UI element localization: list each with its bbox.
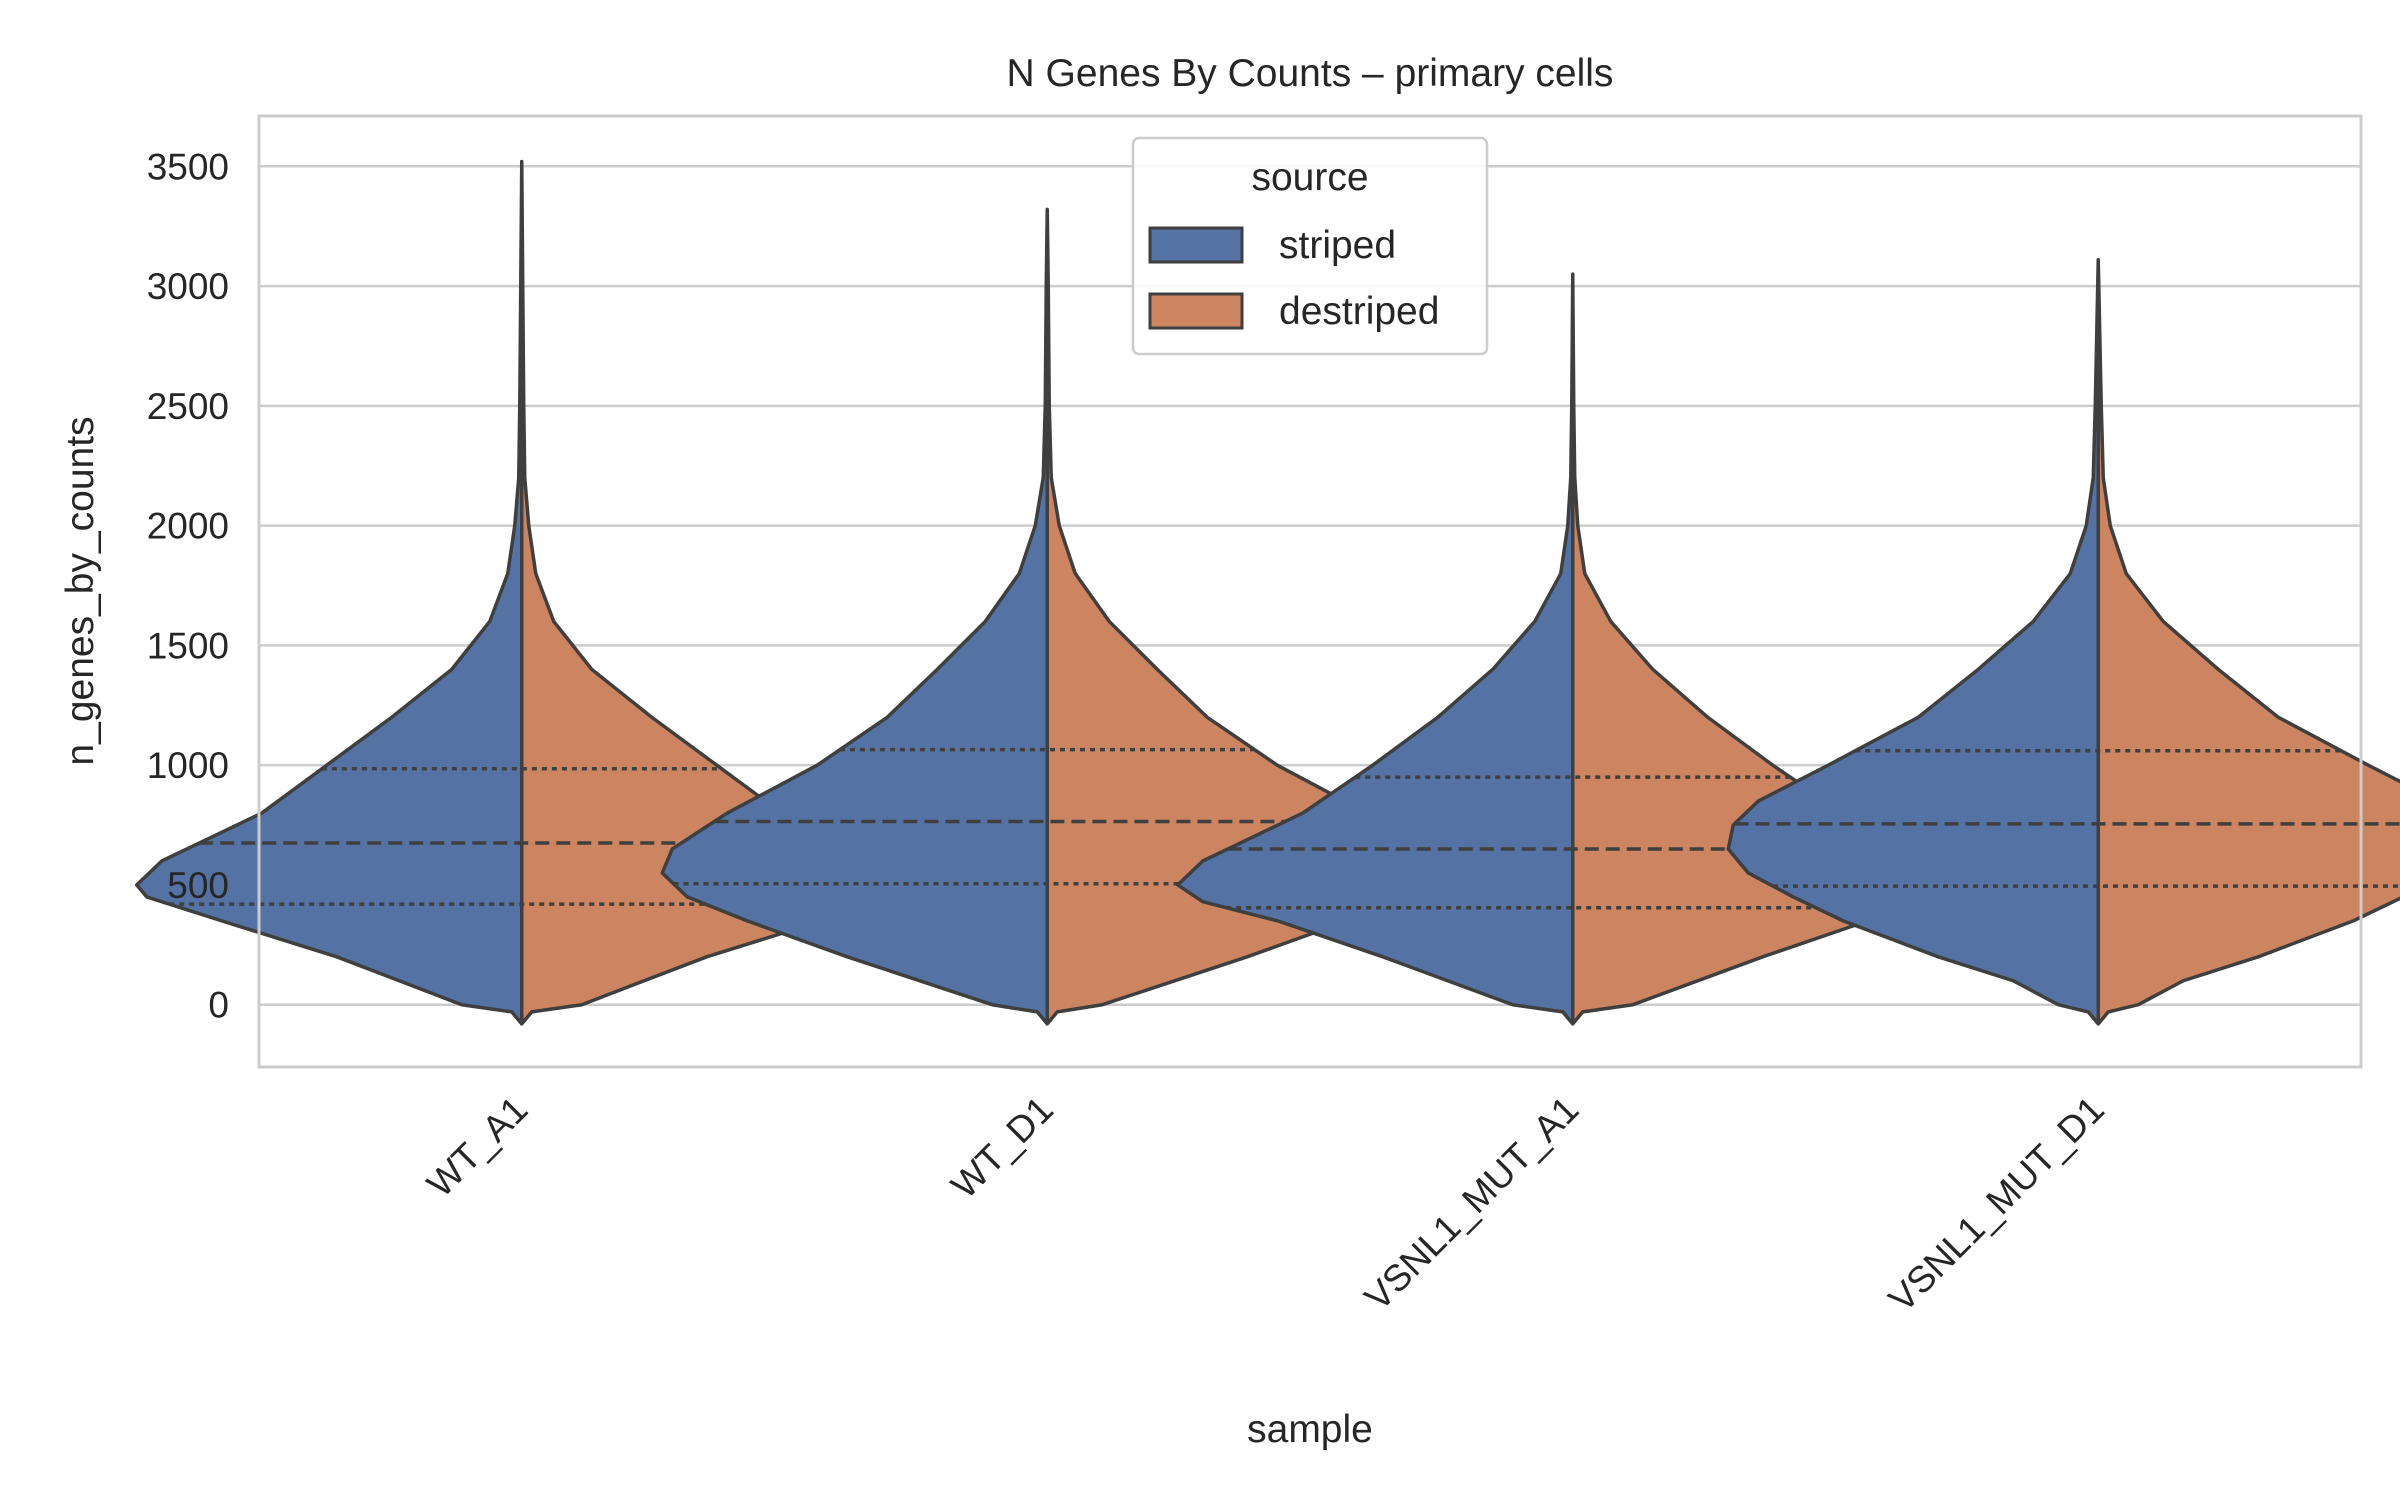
y-axis-label: n_genes_by_counts	[59, 416, 102, 765]
legend-label-destriped: destriped	[1279, 290, 1439, 333]
violin-half-striped	[1177, 274, 1573, 1024]
x-axis-label: sample	[1247, 1408, 1373, 1451]
legend-title: source	[1251, 156, 1368, 199]
y-tick-label: 0	[208, 985, 229, 1026]
y-tick-labels: 0 500 1000 1500 2000 2500 3000 3500	[147, 146, 229, 1025]
violin-half-destriped	[521, 161, 907, 1024]
legend-swatch-striped	[1148, 226, 1244, 264]
violin-half-striped	[1728, 259, 2099, 1024]
y-tick-label: 3500	[147, 146, 229, 187]
violin-half-destriped	[2098, 259, 2400, 1024]
legend: source striped destriped	[1131, 136, 1489, 356]
violin-half-striped	[136, 161, 522, 1024]
chart-title: N Genes By Counts – primary cells	[1007, 52, 1614, 95]
legend-swatch-destriped	[1148, 292, 1244, 330]
violin-VSNL1_MUT_D1	[1726, 257, 2400, 1026]
y-tick-label: 1000	[147, 745, 229, 786]
y-tick-label: 3000	[147, 266, 229, 307]
y-tick-label: 1500	[147, 625, 229, 666]
legend-label-striped: striped	[1279, 224, 1396, 267]
violins	[135, 159, 2400, 1026]
plot-frame	[257, 114, 2363, 1069]
y-tick-label: 500	[167, 865, 229, 906]
y-tick-label: 2500	[147, 386, 229, 427]
y-tick-label: 2000	[147, 506, 229, 547]
